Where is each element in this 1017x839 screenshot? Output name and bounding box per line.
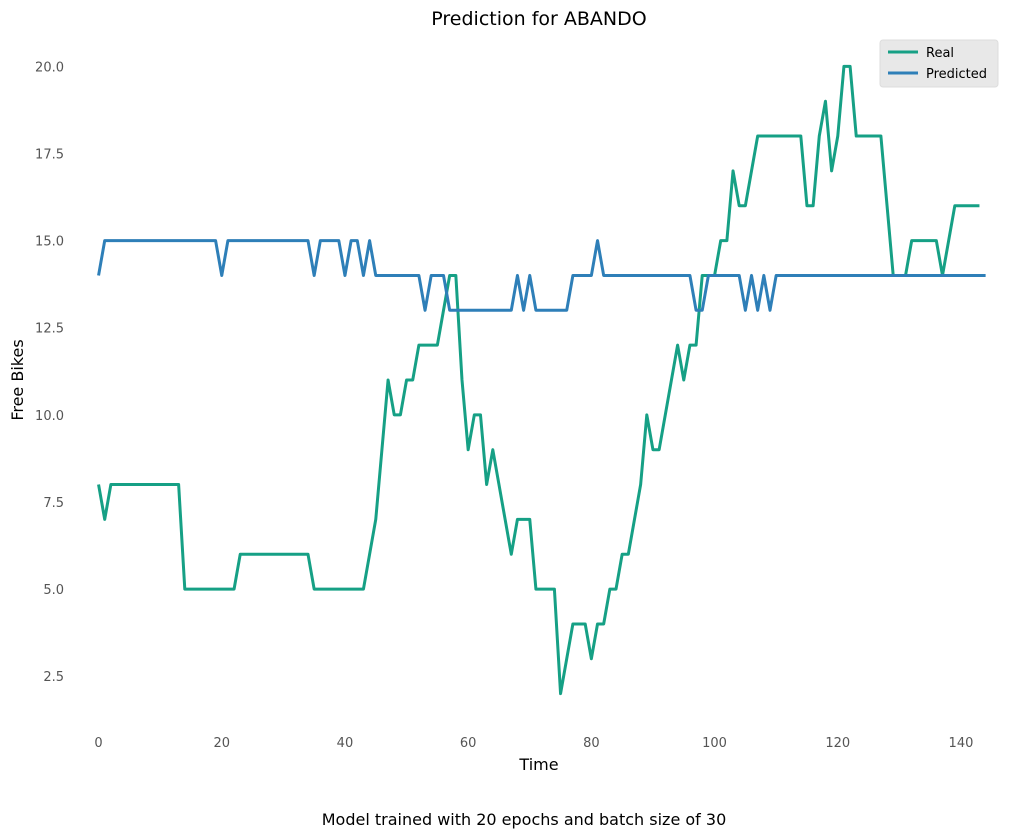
- y-tick-label: 17.5: [35, 147, 64, 162]
- x-tick-label: 120: [825, 736, 850, 751]
- y-tick-label: 15.0: [35, 235, 64, 250]
- x-tick-label: 0: [94, 736, 102, 751]
- x-axis-label: Time: [518, 755, 558, 774]
- series-lines: [97, 64, 986, 696]
- x-tick-label: 100: [702, 736, 727, 751]
- y-tick-label: 12.5: [35, 322, 64, 337]
- chart-title: Prediction for ABANDO: [431, 8, 646, 30]
- x-tick-labels: 0 20 40 60 80 100 120 140: [94, 736, 973, 751]
- y-tick-label: 10.0: [35, 409, 64, 424]
- y-tick-label: 5.0: [43, 583, 64, 598]
- y-tick-labels: 2.5 5.0 7.5 10.0 12.5 15.0 17.5 20.0: [35, 60, 64, 685]
- series-line-real: [97, 64, 980, 696]
- series-line-predicted: [97, 239, 986, 312]
- y-tick-label: 2.5: [43, 670, 64, 685]
- y-tick-label: 7.5: [43, 496, 64, 511]
- legend: Real Predicted: [879, 39, 999, 88]
- x-tick-label: 140: [949, 736, 974, 751]
- legend-label-predicted: Predicted: [926, 67, 987, 82]
- x-tick-label: 80: [583, 736, 600, 751]
- y-tick-label: 20.0: [35, 60, 64, 75]
- legend-label-real: Real: [926, 46, 954, 61]
- y-axis-label: Free Bikes: [8, 339, 27, 420]
- x-tick-label: 40: [337, 736, 354, 751]
- x-tick-label: 60: [460, 736, 477, 751]
- chart-caption: Model trained with 20 epochs and batch s…: [322, 810, 727, 829]
- x-tick-label: 20: [213, 736, 230, 751]
